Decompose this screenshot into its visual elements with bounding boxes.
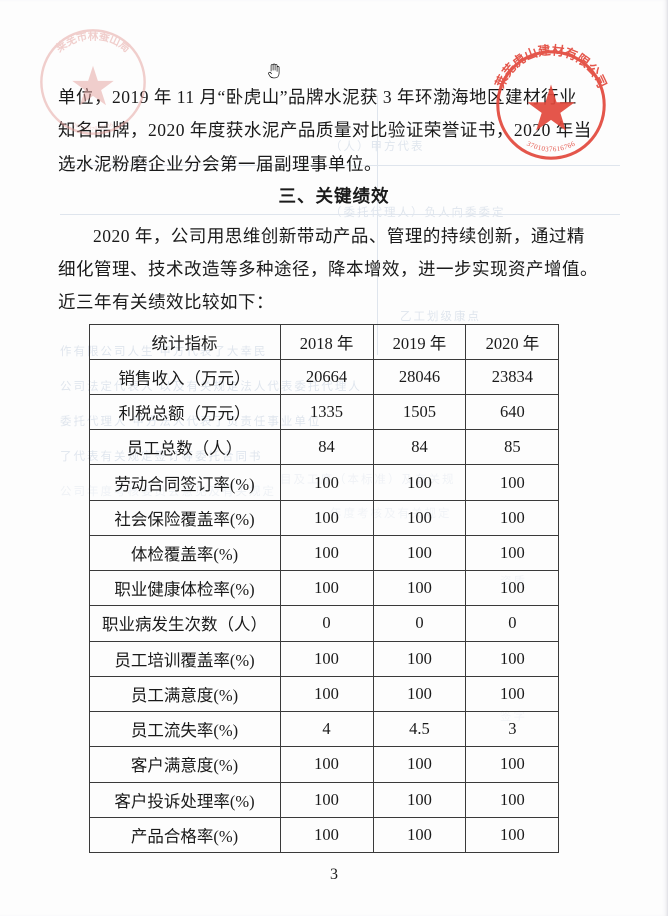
svg-text:莱芜市林蚕山局: 莱芜市林蚕山局 — [53, 29, 132, 55]
svg-text:3701037616766: 3701037616766 — [525, 140, 576, 154]
svg-text:莱芜虎山建材有限公司: 莱芜虎山建材有限公司 — [492, 42, 609, 90]
